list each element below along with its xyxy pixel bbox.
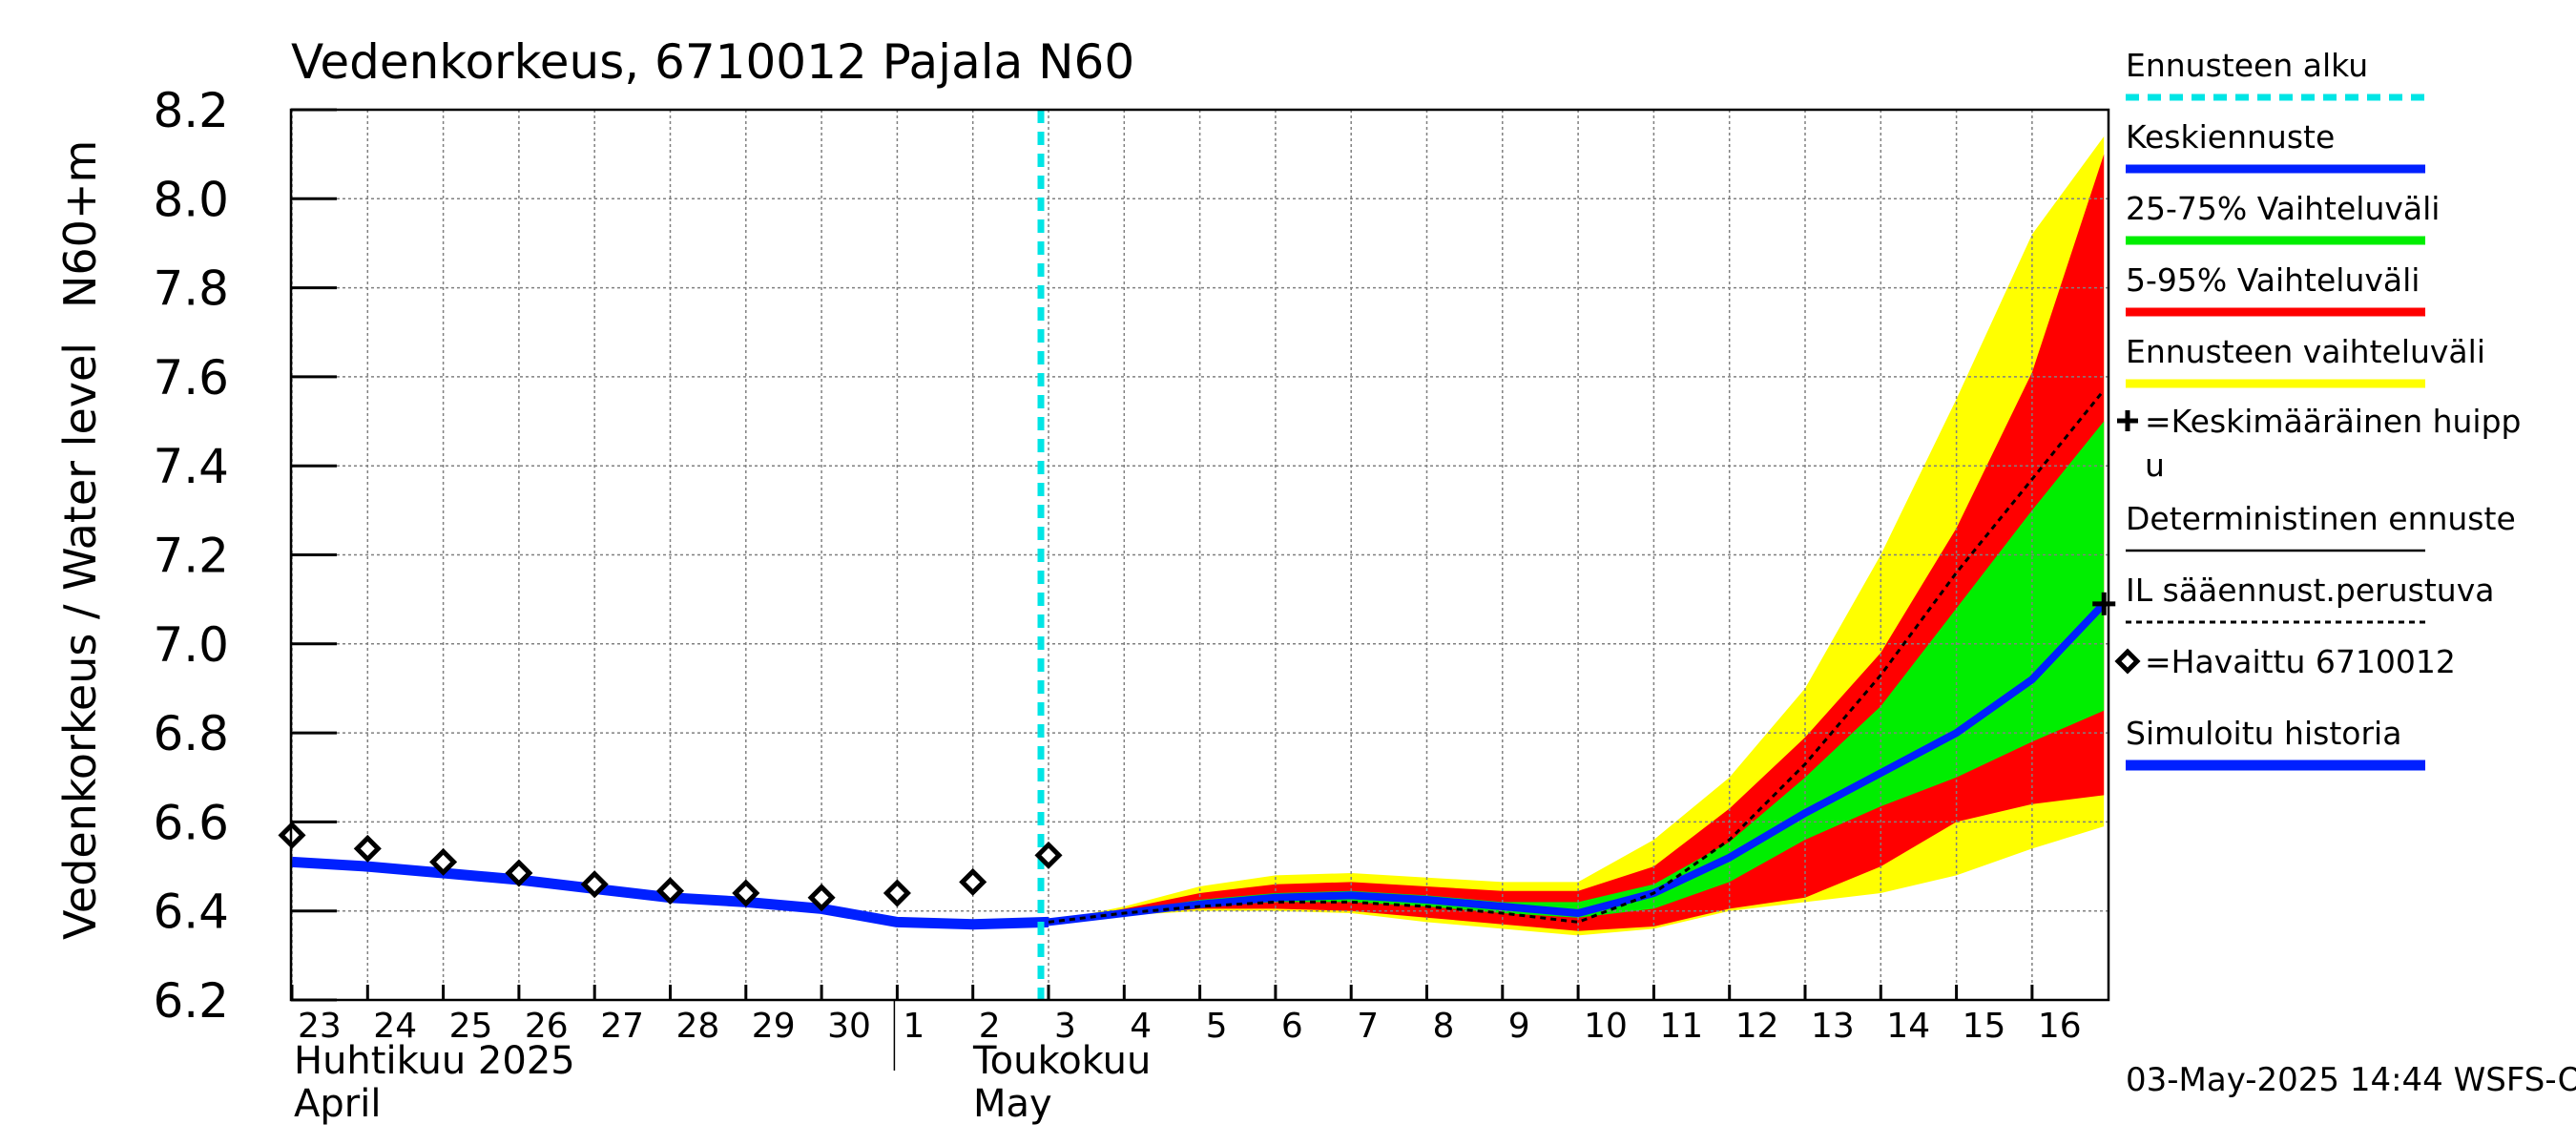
month-label-may-en: May — [973, 1082, 1052, 1126]
legend-label: Deterministinen ennuste — [2126, 500, 2516, 537]
y-tick-label: 7.6 — [153, 350, 229, 406]
y-tick-labels: 6.2 6.4 6.6 6.8 7.0 7.2 7.4 7.6 7.8 8.0 8.2 — [153, 83, 229, 1029]
y-tick-label: 8.2 — [153, 83, 229, 138]
y-tick-label: 6.8 — [153, 706, 229, 761]
legend-label: IL sääennust.perustuva — [2126, 572, 2494, 609]
x-tick-label: 3 — [1054, 1007, 1076, 1046]
x-tick-label: 12 — [1735, 1007, 1779, 1046]
y-tick-label: 7.0 — [153, 617, 229, 673]
x-tick-label: 10 — [1584, 1007, 1628, 1046]
forecast-bands — [1049, 136, 2105, 936]
observed-point — [655, 877, 685, 906]
timestamp: 03-May-2025 14:44 WSFS-O — [2126, 1061, 2576, 1099]
series-lines — [278, 110, 2116, 1000]
legend: Ennusteen alku Keskiennuste 25-75% Vaihtel… — [2114, 47, 2522, 771]
x-tick-label: 24 — [373, 1007, 417, 1046]
legend-label: Simuloitu historia — [2126, 715, 2401, 752]
legend-label: 25-75% Vaihteluväli — [2126, 190, 2440, 227]
month-label-april-fi: Huhtikuu 2025 — [294, 1039, 575, 1083]
y-tick-label: 6.4 — [153, 885, 229, 940]
observed-point — [580, 870, 609, 899]
x-tick-label: 23 — [298, 1007, 342, 1046]
x-tick-label: 2 — [979, 1007, 1001, 1046]
x-tick-label: 11 — [1659, 1007, 1703, 1046]
x-tick-label: 9 — [1508, 1007, 1530, 1046]
x-tick-label: 13 — [1811, 1007, 1855, 1046]
x-tick-label: 28 — [676, 1007, 720, 1046]
legend-label: 5-95% Vaihteluväli — [2126, 261, 2420, 299]
legend-label: Ennusteen vaihteluväli — [2126, 333, 2485, 370]
legend-label-cont: u — [2145, 447, 2165, 484]
y-tick-label: 7.2 — [153, 529, 229, 584]
observed-point — [505, 859, 533, 887]
x-tick-labels: 23 24 25 26 27 28 29 30 1 2 3 4 5 6 7 8 9 10 11 12 13 14 15 16 — [298, 1007, 2082, 1046]
legend-label: =Havaittu 6710012 — [2145, 643, 2456, 680]
observed-point — [883, 879, 911, 907]
x-tick-label: 29 — [752, 1007, 796, 1046]
band-5-95 — [1049, 154, 2105, 931]
x-tick-label: 15 — [1963, 1007, 2006, 1046]
y-axis-unit-label: N60+m — [54, 140, 106, 308]
observed-point — [807, 884, 836, 912]
chart-title: Vedenkorkeus, 6710012 Pajala N60 — [291, 34, 1134, 90]
x-tick-label: 4 — [1130, 1007, 1152, 1046]
legend-label: Ennusteen alku — [2126, 47, 2368, 84]
legend-label: =Keskimääräinen huipp — [2145, 403, 2522, 440]
x-tick-label: 6 — [1281, 1007, 1303, 1046]
x-tick-label: 8 — [1433, 1007, 1455, 1046]
legend-label: Keskiennuste — [2126, 118, 2335, 156]
observed-point — [353, 834, 382, 863]
x-tick-label: 5 — [1206, 1007, 1228, 1046]
month-label-april-en: April — [294, 1082, 381, 1126]
y-tick-label: 8.0 — [153, 172, 229, 227]
axes — [289, 108, 2110, 1071]
x-tick-label: 30 — [827, 1007, 871, 1046]
observed-point — [429, 847, 458, 876]
y-tick-label: 6.6 — [153, 795, 229, 850]
y-tick-label: 7.4 — [153, 439, 229, 494]
legend-diamond — [2114, 648, 2141, 675]
x-tick-label: 26 — [525, 1007, 569, 1046]
y-tick-label: 7.8 — [153, 261, 229, 317]
x-tick-label: 14 — [1886, 1007, 1930, 1046]
month-label-may-fi: Toukokuu — [972, 1039, 1151, 1083]
observed-point — [959, 867, 987, 896]
x-tick-label: 7 — [1357, 1007, 1379, 1046]
y-tick-label: 6.2 — [153, 973, 229, 1029]
observed-point — [732, 879, 760, 907]
x-tick-label: 16 — [2038, 1007, 2082, 1046]
observed-point — [1034, 841, 1063, 869]
x-tick-label: 1 — [903, 1007, 924, 1046]
x-tick-label: 25 — [449, 1007, 493, 1046]
x-tick-label: 27 — [600, 1007, 644, 1046]
median-forecast-line — [1048, 601, 2108, 926]
y-axis-label: Vedenkorkeus / Water level — [54, 343, 106, 940]
